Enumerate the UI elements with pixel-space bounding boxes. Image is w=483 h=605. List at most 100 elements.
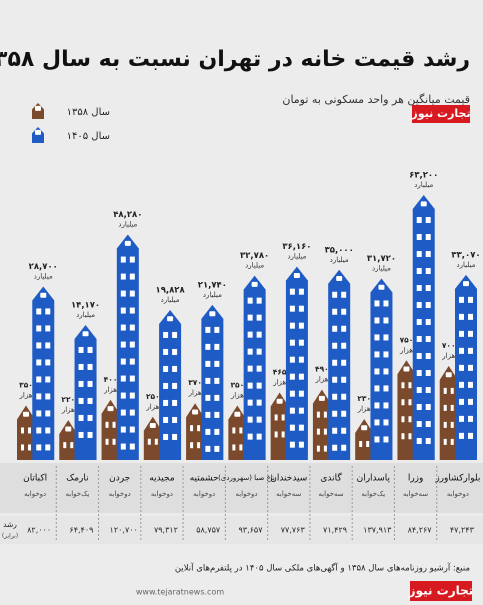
- category-note: سه‌خوابه: [403, 490, 428, 498]
- house-window: [78, 346, 84, 353]
- value-label: ۳۲,۷۸۰: [240, 251, 269, 261]
- house-window: [205, 411, 211, 418]
- house-window: [383, 436, 389, 443]
- house-window: [163, 433, 169, 440]
- house-window: [276, 398, 283, 404]
- house-window: [129, 341, 135, 348]
- house-window: [316, 428, 320, 435]
- house-window: [63, 442, 67, 449]
- value-unit: میلیارد: [245, 262, 264, 270]
- house-window: [172, 399, 178, 406]
- house-window: [374, 419, 380, 426]
- value-unit: هزار: [145, 403, 159, 411]
- house-window: [45, 444, 51, 451]
- house-window: [35, 129, 41, 135]
- house-window: [401, 433, 405, 440]
- house-window: [459, 347, 464, 354]
- house-window: [45, 376, 51, 383]
- house-window: [323, 411, 327, 418]
- value-label: ۳۶,۱۶۰: [282, 242, 311, 252]
- house-window: [298, 322, 304, 329]
- category-label: اکباتان: [23, 474, 47, 484]
- house-window: [378, 284, 385, 290]
- brand: تجارت نیوز: [410, 107, 470, 120]
- house-window: [172, 365, 178, 372]
- house-window: [281, 414, 285, 421]
- house-window: [45, 359, 51, 366]
- house-window: [459, 364, 464, 371]
- house-window: [129, 273, 135, 280]
- value-unit: هزار: [441, 352, 455, 360]
- house-window: [234, 411, 241, 417]
- house-window: [383, 419, 389, 426]
- house-window: [468, 313, 473, 320]
- house-window: [416, 421, 422, 428]
- house-window: [450, 387, 454, 394]
- house-window: [163, 416, 169, 423]
- house-window: [172, 433, 178, 440]
- category-label: باغ صبا (سهروردی): [218, 474, 275, 482]
- source: منبع: آرشیو روزنامه‌های سال ۱۳۵۸ و آگهی‌…: [175, 562, 470, 574]
- house-window: [459, 296, 464, 303]
- growth-value: ۸۴,۲۶۷: [408, 526, 433, 535]
- house-window: [129, 409, 135, 416]
- category-label: گاندی: [320, 472, 342, 484]
- house-window: [374, 351, 380, 358]
- house-window: [163, 382, 169, 389]
- house-window: [443, 387, 447, 394]
- website: www.tejaratnews.com: [136, 588, 224, 597]
- house-window: [289, 424, 295, 431]
- house-window: [205, 428, 211, 435]
- house-window: [78, 363, 84, 370]
- house-window: [332, 427, 338, 434]
- house-window: [232, 427, 236, 434]
- house-window: [205, 343, 211, 350]
- house-window: [40, 292, 47, 298]
- value-unit: میلیارد: [372, 264, 391, 272]
- house-window: [247, 297, 253, 304]
- house-window: [425, 387, 431, 394]
- house-window: [332, 342, 338, 349]
- growth-band: [0, 516, 483, 544]
- house-window: [445, 372, 452, 378]
- house-window: [298, 339, 304, 346]
- house-window: [425, 353, 431, 360]
- house-window: [425, 404, 431, 411]
- house-window: [374, 385, 380, 392]
- house-window: [408, 416, 412, 423]
- house-window: [359, 441, 363, 448]
- house-bar: [143, 416, 162, 460]
- legend-label: سال ۱۴۰۵: [67, 131, 110, 142]
- house-window: [78, 380, 84, 387]
- category-note: دوخوابه: [24, 490, 46, 498]
- house-window: [443, 421, 447, 428]
- house-window: [459, 432, 464, 439]
- house-window: [459, 381, 464, 388]
- house-window: [468, 415, 473, 422]
- category-note: سه‌خوابه: [276, 490, 301, 498]
- growth-value: ۴۷,۲۴۳: [450, 526, 475, 535]
- house-window: [120, 375, 126, 382]
- house-window: [129, 290, 135, 297]
- house-window: [23, 411, 29, 417]
- house-window: [256, 416, 262, 423]
- house-window: [298, 390, 304, 397]
- value-unit: هزار: [103, 386, 117, 394]
- house-window: [120, 426, 126, 433]
- category-label: حشمتیه: [190, 474, 219, 484]
- house-bar: [270, 392, 289, 460]
- house-bar: [159, 309, 182, 460]
- house-bar: [312, 389, 331, 460]
- house-window: [383, 368, 389, 375]
- house-window: [120, 392, 126, 399]
- value-label: ۲۸,۷۰۰: [29, 262, 58, 272]
- house-window: [247, 382, 253, 389]
- house-window: [163, 365, 169, 372]
- house-window: [459, 415, 464, 422]
- house-window: [416, 319, 422, 326]
- house-window: [298, 305, 304, 312]
- house-window: [383, 385, 389, 392]
- house-window: [87, 380, 93, 387]
- category-note: دوخوابه: [109, 490, 131, 498]
